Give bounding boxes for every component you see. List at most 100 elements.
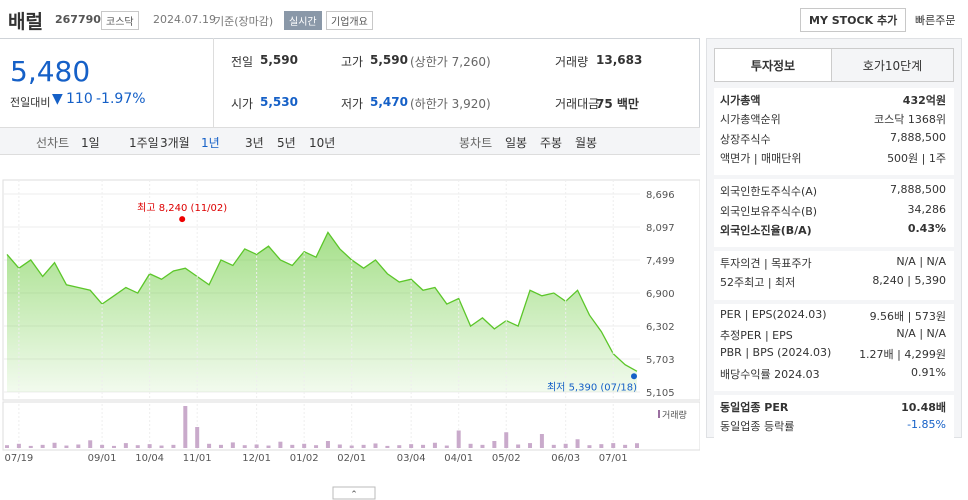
x-tick-label: 12/01 bbox=[242, 453, 271, 464]
info-value: 500원 | 1주 bbox=[887, 151, 946, 165]
candle-tab[interactable]: 일봉 bbox=[505, 136, 528, 150]
y-tick-label: 6,302 bbox=[646, 322, 675, 333]
volume-bar bbox=[421, 444, 426, 448]
info-value: 1.27배 | 4,299원 bbox=[859, 348, 946, 362]
info-value: 8,240 | 5,390 bbox=[872, 274, 946, 288]
info-value: 34,286 bbox=[907, 202, 947, 216]
volume-bar bbox=[337, 444, 342, 448]
volume-bar bbox=[76, 444, 81, 448]
volume-bar bbox=[468, 443, 473, 448]
tab-label: 선차트 bbox=[36, 136, 70, 150]
volume-bar bbox=[349, 445, 354, 448]
volume-bar bbox=[5, 445, 9, 448]
x-tick-label: 04/01 bbox=[444, 453, 473, 464]
volume-bar bbox=[409, 444, 414, 448]
period-tab[interactable]: 1주일 bbox=[129, 136, 159, 150]
info-label: 배당수익률 2024.03 bbox=[720, 367, 820, 381]
volume-bar bbox=[290, 444, 295, 448]
info-value: 0.43% bbox=[907, 221, 946, 235]
volume-bar bbox=[314, 445, 319, 448]
volume-bar bbox=[40, 444, 45, 448]
volume-bar bbox=[397, 445, 402, 448]
volume-bar bbox=[100, 444, 105, 448]
summary-extra: (상한가 7,260) bbox=[410, 55, 491, 69]
collapse-arrow: ⌃ bbox=[350, 490, 358, 500]
volume-bar bbox=[361, 444, 366, 448]
period-tab[interactable]: 3개월 bbox=[160, 136, 190, 150]
volume-bar bbox=[111, 445, 116, 448]
basis: 기준(장마감) bbox=[214, 15, 274, 28]
x-tick-label: 06/03 bbox=[551, 453, 580, 464]
mystock-button[interactable]: MY STOCK 추가 bbox=[800, 8, 907, 32]
tab-bar bbox=[0, 127, 700, 155]
period-tab[interactable]: 5년 bbox=[277, 136, 296, 150]
volume-bar bbox=[52, 442, 57, 448]
summary-label: 거래량 bbox=[555, 55, 589, 69]
summary-value: 5,470 bbox=[370, 95, 408, 109]
volume-bar bbox=[195, 427, 200, 448]
volume-bar bbox=[159, 445, 164, 448]
info-label: 시가총액순위 bbox=[720, 113, 781, 127]
info-group bbox=[714, 179, 954, 248]
volume-bar bbox=[325, 441, 330, 448]
info-tab[interactable]: 투자정보 bbox=[714, 48, 832, 82]
volume-bar bbox=[242, 445, 247, 448]
volume-bar bbox=[123, 443, 128, 448]
high-label: 최고 8,240 (11/02) bbox=[137, 202, 227, 214]
realtime-button[interactable]: 실시간 bbox=[284, 11, 322, 30]
period-tab[interactable]: 3년 bbox=[245, 136, 264, 150]
info-label: 액면가 | 매매단위 bbox=[720, 151, 802, 165]
volume-bar bbox=[504, 432, 509, 448]
price-area bbox=[7, 232, 637, 392]
period-tab[interactable]: 1년 bbox=[201, 136, 220, 150]
summary-extra: (하한가 3,920) bbox=[410, 97, 491, 111]
volume-bar bbox=[230, 442, 235, 448]
period-tab[interactable]: 1일 bbox=[81, 136, 100, 150]
volume-bar bbox=[373, 443, 378, 448]
x-tick-label: 09/01 bbox=[88, 453, 117, 464]
info-label: 외국인한도주식수(A) bbox=[720, 185, 818, 199]
change: 110 bbox=[66, 91, 93, 107]
summary-label: 전일 bbox=[231, 55, 254, 69]
x-tick-label: 05/02 bbox=[492, 453, 521, 464]
price: 5,480 bbox=[10, 55, 91, 88]
info-value: 코스닥 1368위 bbox=[874, 113, 946, 127]
change-label: 전일대비 bbox=[10, 96, 51, 109]
quick-order[interactable]: 빠른주문 bbox=[915, 14, 956, 27]
volume-bar bbox=[385, 445, 390, 448]
low-marker bbox=[631, 373, 637, 380]
candle-tab[interactable]: 주봉 bbox=[540, 136, 563, 150]
info-value: N/A | N/A bbox=[896, 255, 946, 269]
volume-icon bbox=[658, 410, 660, 418]
info-value: -1.85% bbox=[907, 418, 946, 432]
volume-bar bbox=[88, 440, 93, 448]
volume-label: 거래량 bbox=[662, 409, 687, 421]
x-tick-label: 07/19 bbox=[4, 453, 33, 464]
info-label: PBR | BPS (2024.03) bbox=[720, 346, 832, 360]
stock-code: 267790 bbox=[55, 13, 101, 26]
volume-bar bbox=[266, 445, 271, 448]
info-group bbox=[714, 251, 954, 300]
info-label: 추정PER | EPS bbox=[720, 329, 793, 342]
volume-bar bbox=[254, 444, 259, 448]
info-label: 동일업종 등락률 bbox=[720, 420, 795, 434]
volume-bar bbox=[528, 443, 533, 448]
price-line bbox=[6, 231, 638, 372]
y-tick-label: 5,703 bbox=[646, 355, 675, 366]
info-tab[interactable]: 호가10단계 bbox=[832, 48, 954, 82]
change-rate: -1.97% bbox=[96, 91, 146, 107]
x-tick-label: 07/01 bbox=[599, 453, 628, 464]
summary-label: 거래대금 bbox=[555, 97, 600, 111]
candle-tab[interactable]: 월봉 bbox=[575, 136, 598, 150]
info-value: 10.48배 bbox=[901, 400, 946, 414]
info-group bbox=[714, 303, 954, 391]
period-tab[interactable]: 10년 bbox=[309, 136, 336, 150]
info-value: 432억원 bbox=[902, 94, 946, 107]
overview-button[interactable]: 기업개요 bbox=[326, 11, 373, 30]
info-value: 0.91% bbox=[911, 365, 946, 379]
info-label: 동일업종 PER bbox=[720, 400, 789, 414]
chart: 8,696 8,097 7,499 6,900 6,302 5,703 5,105 07/19… bbox=[2, 179, 700, 500]
info-label: 외국인보유주식수(B) bbox=[720, 204, 818, 218]
summary-value: 5,590 bbox=[260, 53, 298, 67]
info-label: 52주최고 | 최저 bbox=[720, 276, 796, 290]
